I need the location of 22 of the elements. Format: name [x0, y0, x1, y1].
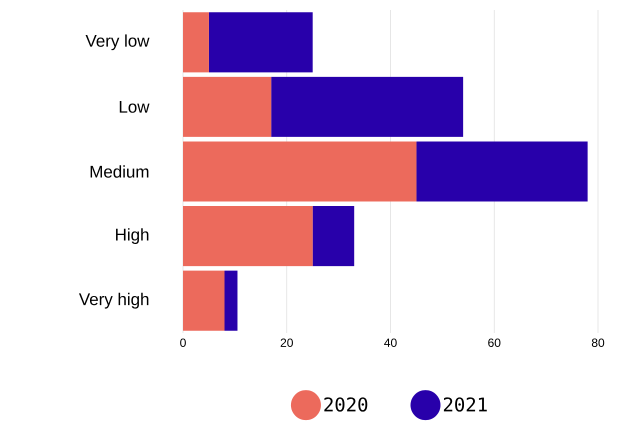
legend-label: 2021 [444, 397, 487, 412]
bar [208, 12, 313, 72]
bar [183, 12, 209, 72]
y-tick-label: Low [120, 100, 150, 113]
y-tick-label: Very high [78, 292, 148, 309]
bar [183, 206, 313, 266]
x-tick-label: 40 [384, 338, 397, 347]
bar [183, 270, 225, 331]
x-tick-label: 80 [592, 338, 604, 347]
bar [312, 206, 354, 266]
y-tick-label: High [116, 228, 148, 244]
y-tick-label: Medium [90, 165, 148, 178]
bar [416, 141, 588, 202]
x-tick-label: 60 [488, 338, 500, 347]
bar [183, 141, 416, 202]
bar [183, 76, 272, 137]
legend-label: 2020 [324, 397, 368, 412]
bar [224, 270, 238, 331]
y-tick-label: Very low [86, 34, 150, 50]
bar [271, 76, 464, 137]
x-tick-label: 20 [280, 338, 293, 347]
x-tick-label: 0 [180, 338, 186, 347]
